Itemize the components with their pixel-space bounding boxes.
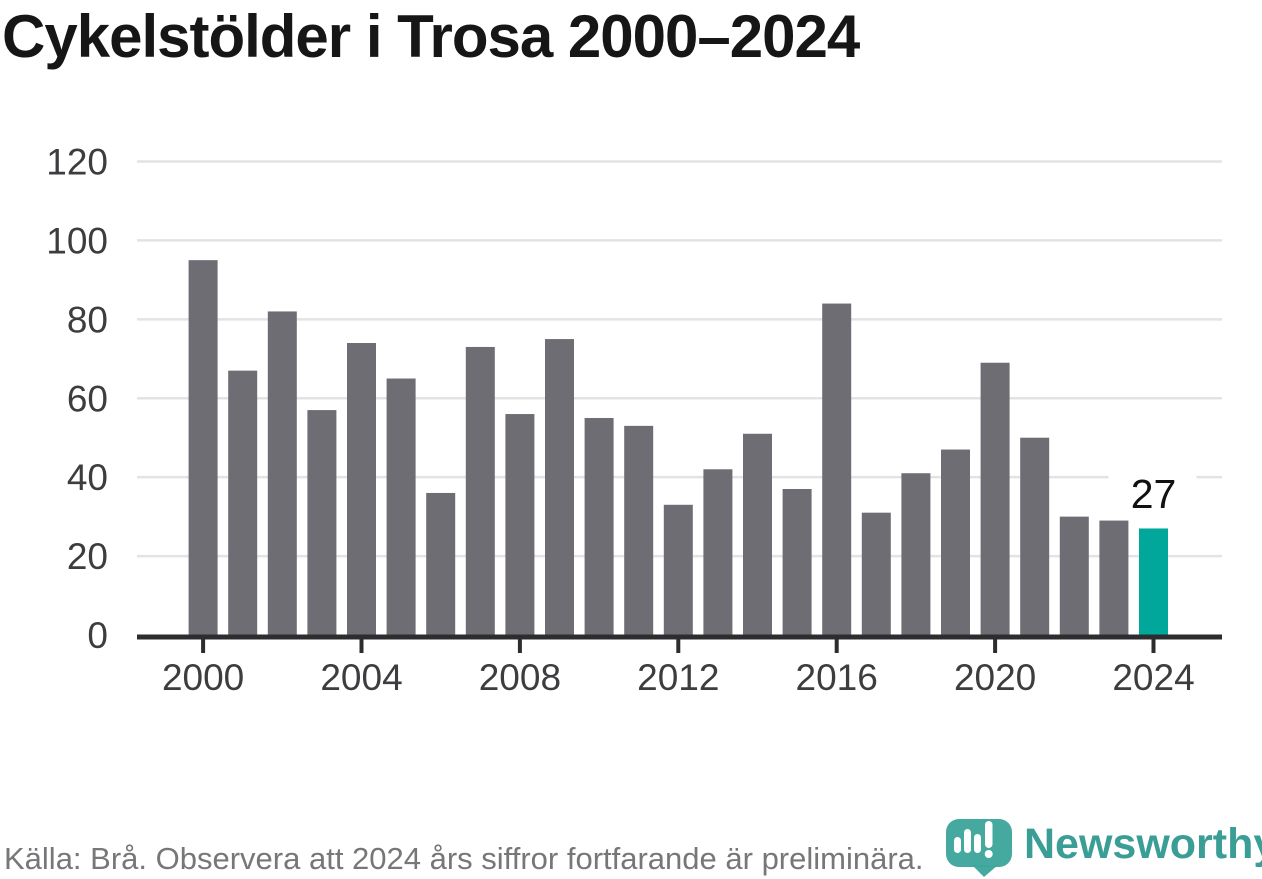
x-axis-tick-2004 bbox=[359, 639, 364, 653]
y-axis-label-40: 40 bbox=[67, 457, 108, 498]
x-axis-tick-2016 bbox=[834, 639, 839, 653]
y-axis-label-0: 0 bbox=[87, 615, 108, 656]
x-axis-tick-2000 bbox=[201, 639, 206, 653]
x-axis-tick-2020 bbox=[993, 639, 998, 653]
bar-2023 bbox=[1099, 520, 1129, 635]
bar-2013 bbox=[703, 469, 733, 635]
bar-2001 bbox=[228, 370, 258, 635]
bar-2009 bbox=[545, 339, 574, 635]
y-axis-label-120: 120 bbox=[46, 142, 108, 183]
bar-2015 bbox=[782, 489, 812, 635]
x-axis-tick-2008 bbox=[517, 639, 522, 653]
bar-2011 bbox=[624, 425, 654, 635]
bar-2024 bbox=[1139, 528, 1168, 635]
bar-2003 bbox=[307, 410, 337, 635]
x-axis-tick-2024 bbox=[1151, 639, 1156, 653]
bar-2002 bbox=[267, 311, 297, 635]
bar-2012 bbox=[663, 504, 693, 635]
x-axis-label-2008: 2008 bbox=[479, 657, 561, 698]
bar-2000 bbox=[188, 260, 218, 635]
bar-2016 bbox=[822, 303, 852, 635]
x-axis-label-2020: 2020 bbox=[954, 657, 1036, 698]
bar-2008 bbox=[505, 414, 535, 635]
bar-2010 bbox=[584, 417, 614, 635]
annotation-value-label: 27 bbox=[1131, 471, 1177, 517]
source-note: Källa: Brå. Observera att 2024 års siffr… bbox=[4, 841, 924, 876]
bar-2005 bbox=[386, 378, 416, 635]
bar-2014 bbox=[743, 433, 772, 635]
bar-2018 bbox=[901, 473, 931, 635]
newsworthy-logo: Newsworthy bbox=[946, 819, 1262, 877]
x-axis-tick-2012 bbox=[676, 639, 681, 653]
bar-2020 bbox=[980, 362, 1010, 635]
bar-2017 bbox=[861, 512, 891, 635]
y-axis-label-20: 20 bbox=[67, 536, 108, 577]
y-axis-label-80: 80 bbox=[67, 299, 108, 340]
y-axis-label-100: 100 bbox=[46, 220, 108, 261]
bar-2021 bbox=[1020, 437, 1050, 635]
y-axis-label-60: 60 bbox=[67, 378, 108, 419]
newsworthy-bubble-barchart-icon bbox=[946, 819, 1012, 877]
bar-chart: 0 20 40 60 80 100 120 2000 2004 2008 2012 2016 2020 2… bbox=[46, 142, 1222, 698]
x-axis-label-2016: 2016 bbox=[796, 657, 878, 698]
newsworthy-logo-text: Newsworthy bbox=[1024, 820, 1262, 868]
x-axis-label-2004: 2004 bbox=[320, 657, 402, 698]
chart-title: Cykelstölder i Trosa 2000–2024 bbox=[2, 3, 860, 70]
x-axis-label-2024: 2024 bbox=[1112, 657, 1194, 698]
x-axis-label-2012: 2012 bbox=[637, 657, 719, 698]
bar-2004 bbox=[347, 343, 376, 635]
bar-2019 bbox=[941, 449, 970, 635]
annotation-backing bbox=[1108, 464, 1197, 516]
x-axis-line bbox=[137, 634, 1222, 640]
bar-2006 bbox=[426, 492, 456, 635]
x-axis-label-2000: 2000 bbox=[162, 657, 244, 698]
bar-2007 bbox=[465, 346, 495, 635]
bar-2022 bbox=[1059, 516, 1089, 635]
